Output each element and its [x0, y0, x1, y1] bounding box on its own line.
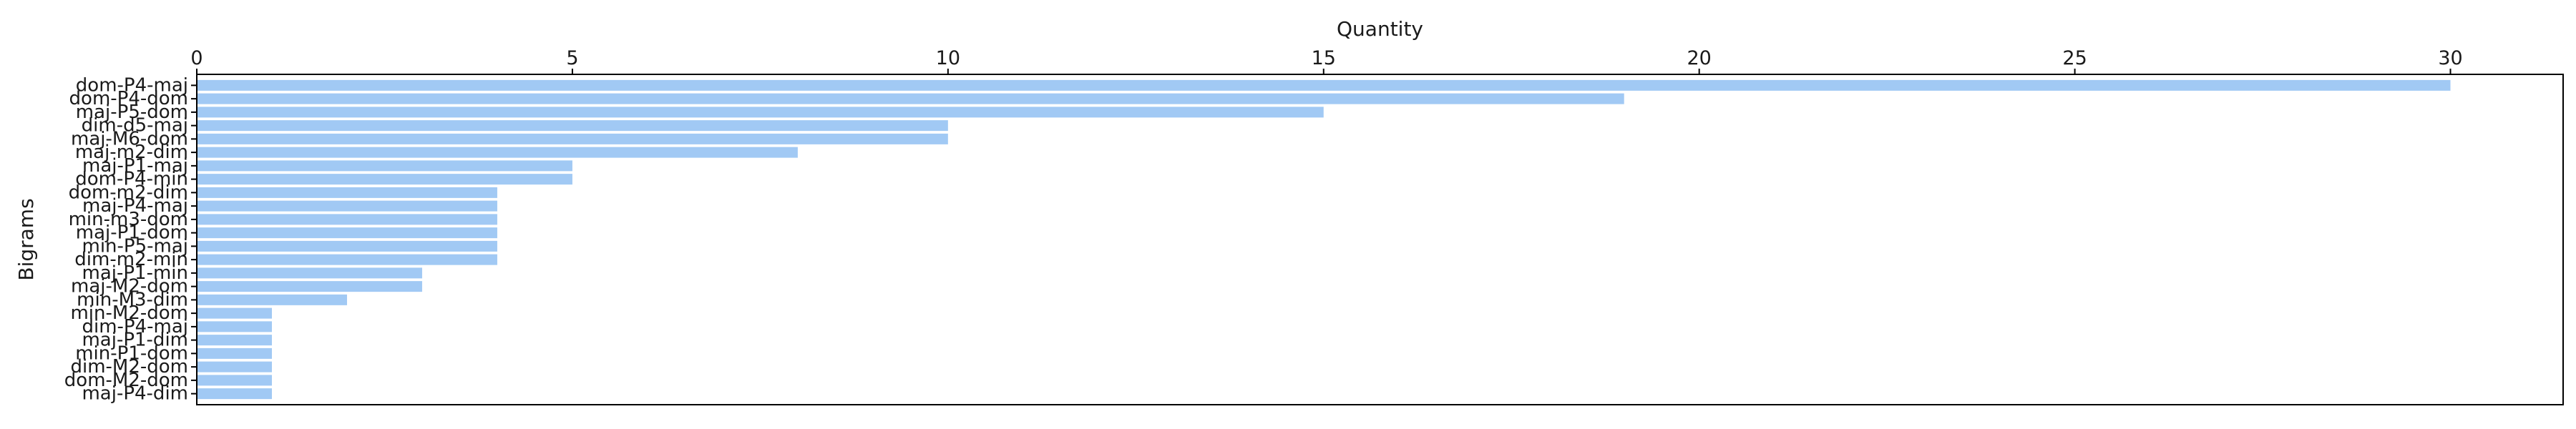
- bar-maj-M2-dom: [197, 281, 422, 292]
- y-tick-label: maj-M6-dom: [71, 128, 188, 149]
- y-tick-label: min-P5-maj: [82, 235, 189, 257]
- x-tick-label: 20: [1687, 47, 1712, 69]
- bar-dom-P4-min: [197, 174, 572, 185]
- y-axis-title: Bigrams: [14, 198, 38, 280]
- x-tick-label: 0: [190, 47, 203, 69]
- bar-min-M2-dom: [197, 307, 272, 319]
- bar-dim-d5-maj: [197, 120, 948, 132]
- y-tick-label: maj-P5-dom: [76, 102, 188, 123]
- bar-maj-P1-maj: [197, 160, 572, 172]
- bar-dim-m2-min: [197, 254, 497, 265]
- bar-maj-P4-maj: [197, 200, 497, 212]
- bar-min-P1-dom: [197, 347, 272, 359]
- bar-dom-P4-maj: [197, 79, 2451, 91]
- x-tick-label: 25: [2062, 47, 2087, 69]
- y-tick-label: dom-m2-dim: [69, 182, 188, 203]
- bar-maj-P1-dim: [197, 335, 272, 346]
- bar-maj-P5-dom: [197, 107, 1324, 118]
- bar-maj-P1-dom: [197, 227, 497, 239]
- y-tick-label: dom-M2-dom: [64, 370, 188, 391]
- y-tick-label: maj-P4-maj: [82, 195, 188, 217]
- bar-maj-M6-dom: [197, 133, 948, 144]
- y-tick-label: dim-d5-maj: [82, 115, 188, 137]
- y-tick-label: min-P1-dom: [75, 342, 188, 364]
- bar-maj-P1-min: [197, 267, 422, 279]
- y-tick-label: min-M3-dim: [77, 289, 188, 310]
- y-tick-label: min-M2-dom: [70, 302, 188, 324]
- bar-dom-m2-dim: [197, 187, 497, 198]
- x-tick-label: 10: [936, 47, 960, 69]
- bar-min-m3-dom: [197, 214, 497, 225]
- bar-dim-P4-maj: [197, 321, 272, 332]
- bar-min-M3-dim: [197, 294, 347, 305]
- y-tick-label: maj-M2-dom: [71, 276, 188, 297]
- y-tick-label: dim-M2-dom: [70, 356, 188, 378]
- y-tick-label: maj-m2-dim: [75, 142, 188, 163]
- bar-maj-P4-dim: [197, 388, 272, 400]
- y-tick-label: dim-m2-min: [74, 249, 188, 270]
- bar-maj-m2-dim: [197, 147, 798, 158]
- x-tick-label: 5: [566, 47, 578, 69]
- y-tick-label: dom-P4-min: [75, 169, 188, 190]
- y-tick-labels: dom-P4-majdom-P4-dommaj-P5-domdim-d5-maj…: [64, 74, 197, 405]
- bar-dim-M2-dom: [197, 361, 272, 373]
- x-axis-title: Quantity: [1337, 17, 1423, 41]
- y-tick-label: maj-P4-dim: [82, 383, 188, 405]
- y-tick-label: dim-P4-maj: [82, 316, 188, 337]
- x-tick-label: 30: [2438, 47, 2462, 69]
- y-tick-label: maj-P1-dim: [82, 330, 188, 351]
- x-tick-label: 15: [1312, 47, 1336, 69]
- y-tick-label: min-m3-dom: [69, 209, 188, 230]
- bar-dom-M2-dom: [197, 375, 272, 386]
- y-tick-label: maj-P1-min: [82, 262, 189, 284]
- plot-frame: [196, 74, 2564, 405]
- bars: [197, 79, 2451, 400]
- x-axis-ticks: 0 5 10 15 20 25 30: [190, 47, 2463, 74]
- y-tick-label: maj-P1-dom: [76, 222, 188, 244]
- y-tick-label: dom-P4-maj: [76, 74, 188, 96]
- y-tick-label: dom-P4-dom: [69, 88, 188, 109]
- bar-min-P5-maj: [197, 240, 497, 252]
- bar-dom-P4-dom: [197, 93, 1624, 104]
- y-tick-label: maj-P1-maj: [82, 155, 188, 177]
